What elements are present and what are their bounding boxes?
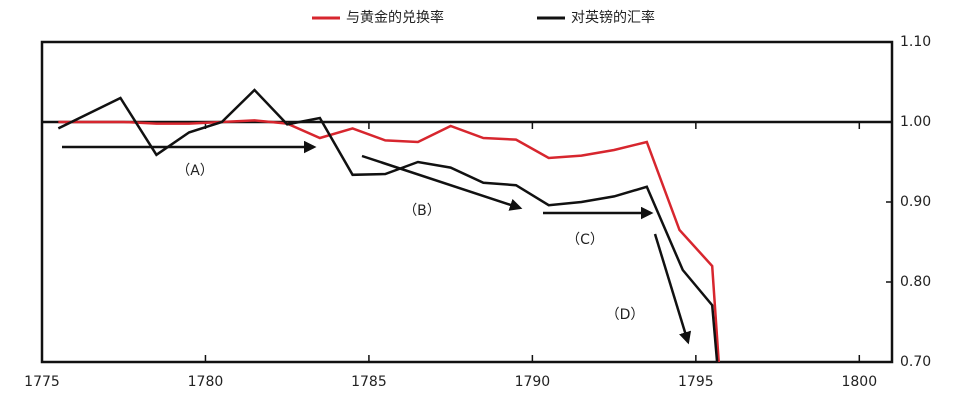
annotation: （B）	[403, 203, 441, 219]
annotation: （D）	[606, 307, 645, 323]
legend-label: 对英镑的汇率	[571, 9, 655, 26]
x-tick-label: 1780	[188, 374, 224, 390]
y-tick-label: 0.90	[900, 194, 931, 210]
y-tick-label: 1.10	[900, 34, 931, 50]
x-tick-label: 1790	[515, 374, 551, 390]
series-line	[58, 119, 720, 363]
arrow	[361, 154, 523, 211]
x-tick-label: 1795	[678, 374, 714, 390]
arrows	[62, 140, 692, 345]
arrow	[653, 233, 692, 345]
x-tick-label: 1785	[351, 374, 387, 390]
x-tick-label: 1800	[841, 374, 877, 390]
x-tick-label: 1775	[24, 374, 60, 390]
y-tick-label: 0.80	[900, 274, 931, 290]
annotation: （A）	[176, 163, 214, 179]
y-tick-label: 1.00	[900, 114, 931, 130]
plot-frame	[40, 40, 894, 364]
legend-label: 与黄金的兑换率	[346, 9, 444, 26]
annotation: （C）	[566, 232, 604, 248]
y-tick-label: 0.70	[900, 354, 931, 370]
series-line	[57, 88, 719, 363]
